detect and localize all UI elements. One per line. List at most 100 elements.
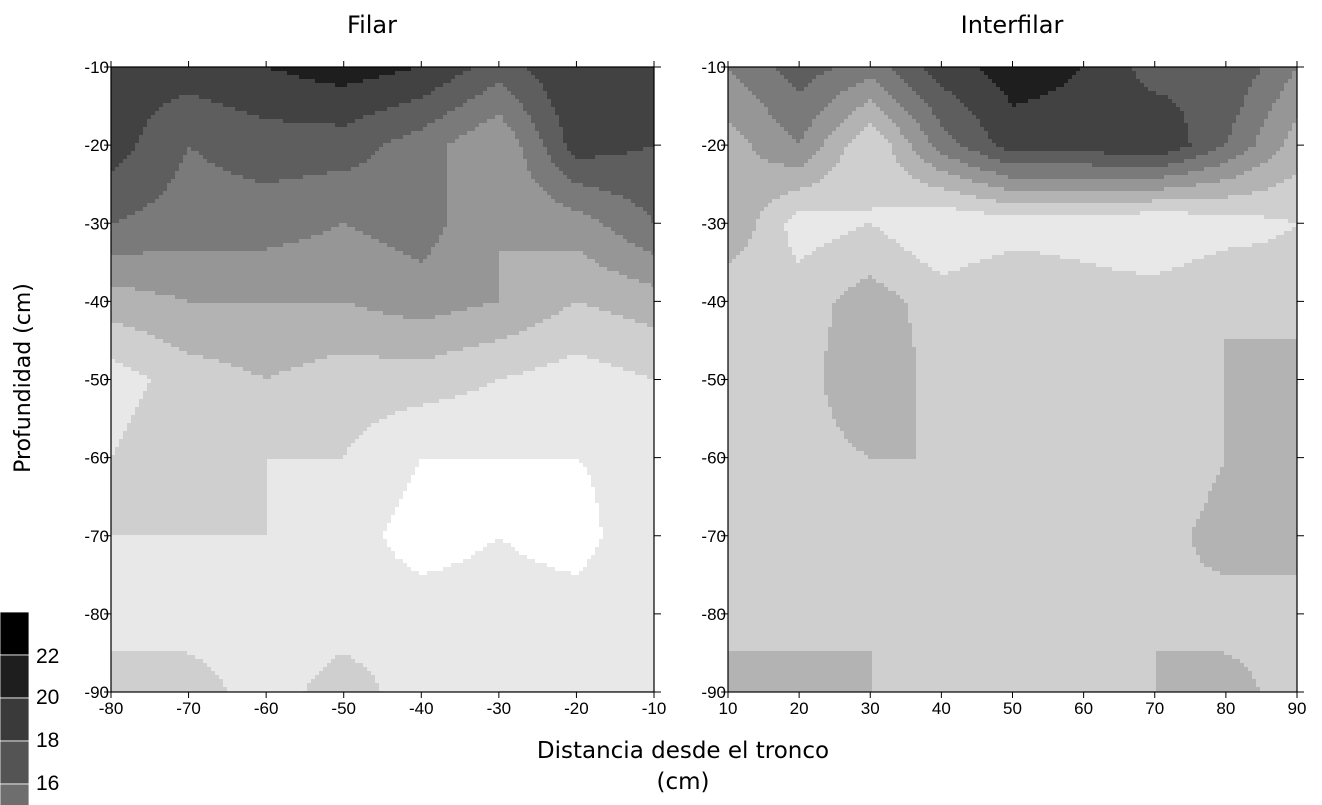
contour-cell [583, 107, 588, 112]
contour-cell [227, 159, 232, 164]
contour-cell [423, 67, 428, 72]
contour-cell [415, 87, 420, 92]
contour-cell [279, 199, 284, 204]
contour-cell [611, 127, 616, 132]
contour-cell [151, 67, 156, 72]
contour-cell [419, 79, 424, 84]
contour-cell [571, 175, 576, 180]
contour-cell [287, 83, 292, 88]
contour-cell [419, 91, 424, 96]
contour-cell [159, 139, 164, 144]
contour-cell [335, 111, 340, 116]
contour-cell [171, 71, 176, 76]
contour-cell [187, 175, 192, 180]
contour-cell [455, 95, 460, 100]
contour-cell [423, 207, 428, 212]
contour-cell [175, 211, 180, 216]
contour-cell [351, 91, 356, 96]
contour-cell [247, 71, 252, 76]
contour-cell [647, 199, 652, 204]
contour-cell [495, 143, 500, 148]
contour-cell [415, 199, 420, 204]
contour-cell [583, 103, 588, 108]
contour-cell [627, 87, 632, 92]
contour-cell [619, 75, 624, 80]
contour-cell [463, 155, 468, 160]
contour-cell [283, 67, 288, 72]
contour-cell [307, 115, 312, 120]
contour-cell [435, 155, 440, 160]
contour-cell [495, 99, 500, 104]
contour-cell [263, 75, 268, 80]
contour-cell [311, 167, 316, 172]
contour-cell [567, 195, 572, 200]
contour-cell [179, 163, 184, 168]
contour-cell [123, 87, 128, 92]
contour-cell [139, 179, 144, 184]
contour-cell [607, 139, 612, 144]
contour-cell [119, 131, 124, 136]
contour-cell [343, 183, 348, 188]
contour-cell [387, 111, 392, 116]
contour-cell [523, 79, 528, 84]
contour-cell [351, 123, 356, 128]
contour-cell [287, 127, 292, 132]
contour-cell [471, 75, 476, 80]
contour-cell [267, 191, 272, 196]
contour-cell [603, 123, 608, 128]
contour-cell [179, 87, 184, 92]
contour-cell [587, 195, 592, 200]
contour-cell [639, 143, 644, 148]
contour-cell [495, 103, 500, 108]
contour-cell [423, 151, 428, 156]
contour-cell [331, 187, 336, 192]
contour-cell [127, 67, 132, 72]
contour-cell [591, 67, 596, 72]
contour-cell [279, 83, 284, 88]
contour-cell [491, 131, 496, 136]
contour-cell [439, 99, 444, 104]
contour-cell [271, 127, 276, 132]
contour-cell [115, 119, 120, 124]
contour-cell [119, 163, 124, 168]
contour-cell [583, 187, 588, 192]
contour-cell [359, 87, 364, 92]
contour-cell [647, 179, 652, 184]
contour-cell [255, 75, 260, 80]
contour-cell [547, 111, 552, 116]
contour-cell [651, 103, 656, 108]
contour-cell [543, 163, 548, 168]
contour-cell [299, 171, 304, 176]
contour-cell [163, 179, 168, 184]
contour-cell [335, 79, 340, 84]
contour-cell [183, 159, 188, 164]
contour-cell [195, 71, 200, 76]
contour-cell [651, 127, 656, 132]
contour-cell [631, 159, 636, 164]
contour-cell [223, 147, 228, 152]
contour-cell [375, 199, 380, 204]
contour-cell [243, 83, 248, 88]
contour-cell [307, 147, 312, 152]
contour-cell [279, 191, 284, 196]
contour-cell [271, 119, 276, 124]
contour-cell [271, 163, 276, 168]
contour-cell [547, 71, 552, 76]
contour-cell [507, 71, 512, 76]
contour-cell [347, 163, 352, 168]
contour-cell [211, 83, 216, 88]
contour-cell [355, 203, 360, 208]
contour-cell [147, 83, 152, 88]
contour-cell [467, 127, 472, 132]
contour-cell [299, 87, 304, 92]
contour-cell [551, 179, 556, 184]
contour-cell [243, 67, 248, 72]
contour-cell [407, 203, 412, 208]
contour-cell [579, 115, 584, 120]
contour-cell [551, 159, 556, 164]
contour-cell [531, 119, 536, 124]
contour-cell [387, 91, 392, 96]
contour-cell [327, 131, 332, 136]
contour-cell [371, 123, 376, 128]
contour-cell [491, 127, 496, 132]
